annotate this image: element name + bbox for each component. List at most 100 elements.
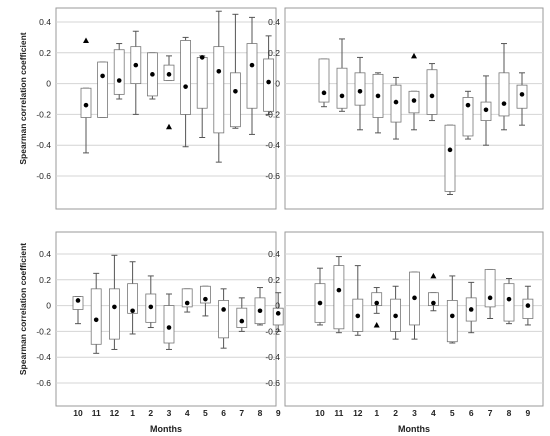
box-8: [498, 43, 510, 131]
box-body: [199, 285, 211, 304]
x-tick-label: 9: [276, 408, 281, 418]
box-body: [444, 124, 456, 192]
box-1: [372, 72, 384, 134]
y-tick-label: 0.2: [39, 48, 51, 58]
x-tick-label: 7: [239, 408, 244, 418]
x-tick-label: 6: [221, 408, 226, 418]
box-7: [484, 268, 496, 319]
box-body: [354, 72, 366, 106]
box-body: [180, 40, 192, 115]
mean-marker: [412, 295, 417, 301]
box-2: [145, 275, 157, 329]
box-5: [199, 285, 211, 317]
y-tick-label: -0.2: [265, 109, 280, 119]
x-tick-label: 4: [185, 408, 190, 418]
box-5: [196, 55, 208, 138]
y-tick-label: 0.2: [39, 275, 51, 285]
box-12: [113, 43, 125, 100]
y-tick-label: -0.2: [36, 326, 51, 336]
y-tick-label: 0: [275, 301, 280, 311]
box-body: [196, 57, 208, 109]
box-12: [354, 56, 366, 131]
box-1: [371, 287, 383, 328]
mean-marker: [275, 311, 281, 316]
box-body: [113, 49, 125, 95]
x-tick-label: 12: [110, 408, 120, 418]
box-4: [426, 63, 438, 122]
mean-marker: [375, 93, 381, 99]
box-11: [97, 61, 108, 118]
x-tick-label: 10: [315, 408, 325, 418]
box-7: [229, 13, 241, 129]
mean-marker: [150, 72, 155, 77]
box-10: [72, 296, 84, 325]
mean-marker: [166, 72, 172, 77]
box-8: [503, 278, 515, 325]
mean-marker: [216, 68, 222, 74]
mean-marker: [429, 93, 435, 99]
box-7: [236, 297, 248, 332]
mean-marker: [355, 313, 361, 319]
box-body: [484, 269, 496, 308]
chart-panel-2: 0.4 0.2 0 -0.2 -0.4 -0.6: [265, 7, 544, 210]
y-tick-label: 0: [46, 301, 51, 311]
outlier-marker: [166, 123, 172, 130]
box-body: [263, 58, 275, 112]
box-body: [163, 305, 175, 344]
box-12: [352, 265, 364, 336]
mean-marker: [465, 102, 471, 108]
box-body: [90, 288, 102, 345]
box-9: [516, 72, 528, 126]
box-6: [462, 90, 474, 140]
y-tick-label: -0.4: [36, 352, 51, 362]
box-body: [318, 58, 330, 103]
mean-marker: [93, 317, 99, 323]
mean-marker: [133, 62, 139, 68]
x-axis-label: Months: [150, 424, 182, 434]
box-3: [409, 271, 420, 340]
mean-marker: [357, 89, 363, 94]
x-tick-label: 4: [431, 408, 436, 418]
box-body: [462, 97, 474, 137]
box-body: [236, 307, 248, 328]
box-body: [427, 292, 439, 307]
box-body: [272, 307, 284, 326]
box-2: [390, 76, 402, 140]
mean-marker: [249, 62, 255, 68]
x-tick-label: 3: [167, 408, 172, 418]
box-8: [254, 287, 266, 326]
box-body: [127, 283, 138, 314]
outlier-marker: [430, 272, 437, 279]
box-body: [503, 283, 515, 322]
x-tick-label: 11: [92, 408, 101, 418]
box-3: [163, 293, 175, 350]
mean-marker: [233, 89, 238, 94]
x-tick-label: 8: [507, 408, 512, 418]
mean-marker: [525, 303, 531, 308]
mean-marker: [339, 93, 345, 99]
x-tick-label: 2: [148, 408, 153, 418]
box-6: [465, 281, 477, 334]
box-2: [390, 285, 402, 340]
mean-marker: [483, 107, 489, 113]
x-tick-label: 5: [450, 408, 455, 418]
box-body: [516, 84, 528, 109]
box-9: [272, 292, 284, 332]
mean-marker: [112, 304, 117, 310]
box-1: [127, 261, 138, 335]
mean-marker: [411, 98, 417, 103]
box-body: [72, 296, 84, 310]
box-11: [336, 38, 348, 112]
mean-marker: [447, 147, 453, 153]
box-body: [109, 288, 120, 340]
mean-marker: [431, 300, 436, 306]
mean-marker: [183, 84, 188, 89]
mean-marker: [83, 102, 89, 108]
y-axis-label: Spearman correlation coefficient: [18, 243, 28, 375]
y-tick-label: -0.4: [36, 140, 51, 150]
mean-marker: [221, 307, 226, 312]
box-6: [213, 10, 225, 163]
x-tick-label: 12: [353, 408, 363, 418]
y-tick-label: -0.6: [36, 171, 51, 181]
x-tick-label: 1: [374, 408, 379, 418]
